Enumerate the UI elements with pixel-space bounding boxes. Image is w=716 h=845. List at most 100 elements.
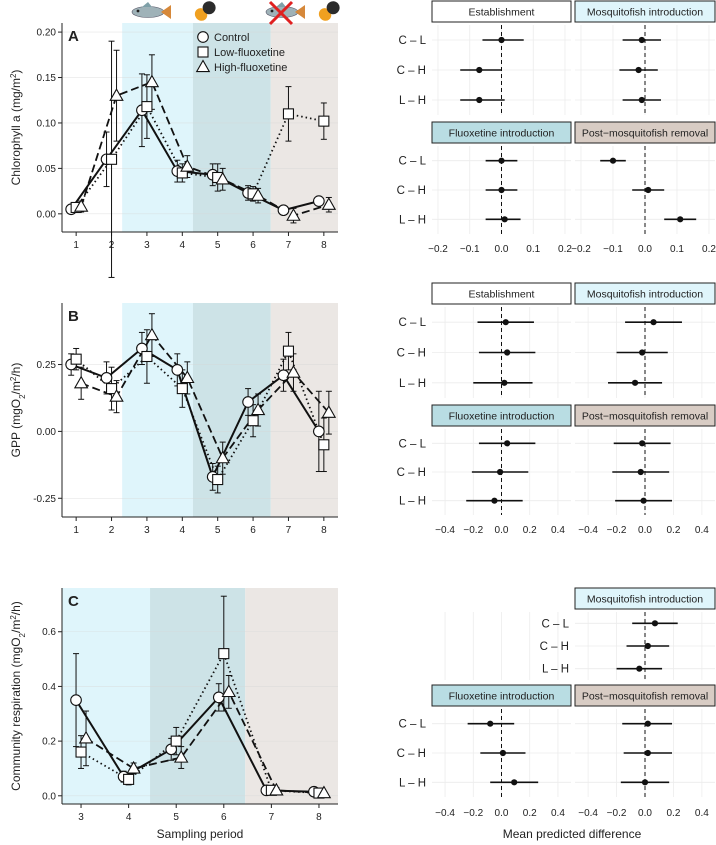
x-tick-label: 8 (321, 240, 327, 251)
comparison-label: L – H (399, 378, 426, 390)
facet-cell: Mosquitofish introduction (574, 0, 716, 115)
comparison-label: C – H (397, 185, 426, 197)
mean-difference-point (498, 186, 505, 194)
comparison-label: L – H (399, 496, 426, 508)
facet-cell: Post−mosquitofish removal −0.4 −0.2 0.0 0.2 0… (574, 404, 716, 536)
data-point-low-fluoxetine (105, 383, 118, 395)
data-point-high-fluoxetine (126, 760, 141, 774)
mean-difference-point (476, 96, 483, 104)
x-tick-label: 7 (269, 812, 275, 823)
y-axis-title-part: 2 (9, 73, 18, 78)
y-tick-label: 0.2 (42, 737, 56, 748)
x-tick-label: 8 (321, 525, 327, 536)
comparison-label: C – H (397, 467, 426, 479)
capsule-icon (194, 1, 216, 21)
x-tick-label: −0.4 (435, 525, 455, 536)
comparison-label: C – L (399, 438, 427, 450)
facet-cell: Establishment C – L C – H L – H (397, 0, 572, 115)
data-point-control (277, 204, 290, 217)
panel-letter: B (68, 308, 79, 325)
capsule-half (326, 1, 340, 15)
mean-difference-point (644, 749, 651, 757)
data-point-high-fluoxetine (144, 74, 160, 88)
panel-A: 0.00 0.05 0.10 0.15 0.20 1 2 3 4 5 6 7 8 Chlorophyll … (9, 23, 338, 278)
y-tick-label: 0.0 (42, 791, 56, 802)
x-tick-label: −0.4 (578, 808, 598, 819)
facet-strip (431, 121, 572, 144)
x-tick-label: 0.4 (551, 808, 565, 819)
data-point-low-fluoxetine (170, 735, 182, 747)
facet-strip (574, 684, 716, 707)
y-axis-title-part: ) (9, 70, 23, 74)
facet-title: Fluoxetine introduction (449, 411, 555, 423)
x-tick-label: −0.2 (571, 244, 591, 255)
y-tick-label: 0.00 (37, 427, 57, 438)
y-tick-label: -0.25 (33, 494, 56, 505)
mean-difference-point (638, 36, 645, 44)
comparison-label: L – H (399, 777, 426, 789)
x-tick-label: 0.1 (526, 244, 540, 255)
mean-difference-point (498, 36, 505, 44)
data-point-low-fluoxetine (318, 439, 330, 451)
mean-difference-point (640, 497, 647, 504)
y-tick-label: 0.10 (37, 118, 57, 129)
x-tick-label: 3 (144, 240, 150, 251)
x-tick-label: −0.1 (460, 244, 480, 255)
legend-label: Control (214, 32, 249, 44)
y-axis-title-part: /h) (9, 601, 23, 615)
mean-difference-point (501, 379, 508, 386)
y-axis-title-part: 2 (18, 394, 27, 399)
y-axis-title-part: Chlorophyll a (mg/m (9, 78, 23, 185)
data-point-high-fluoxetine (269, 782, 284, 796)
mean-difference-point (677, 216, 684, 223)
y-axis-title: GPP (mgO2/m2/h) (9, 363, 27, 458)
data-point-high-fluoxetine (144, 327, 160, 341)
facet-title: Establishment (469, 7, 535, 19)
fish-fin (276, 2, 286, 7)
data-point-low-fluoxetine (318, 115, 330, 127)
facet-title: Fluoxetine introduction (449, 128, 555, 140)
facet-strip (431, 282, 572, 305)
comparison-label: C – L (399, 35, 427, 47)
phase-band-mosquitofish (122, 23, 193, 232)
data-point-high-fluoxetine (78, 730, 94, 744)
legend-label: High-fluoxetine (214, 62, 287, 74)
fish-tail (161, 5, 171, 19)
data-point-low-fluoxetine (176, 383, 188, 395)
mean-difference-point (638, 96, 645, 104)
x-tick-label: 0.2 (523, 808, 537, 819)
x-tick-label: −0.2 (607, 525, 627, 536)
x-tick-label: 6 (221, 812, 227, 823)
comparison-label: L – H (399, 95, 426, 107)
mean-difference-point (501, 216, 508, 223)
mean-difference-point (476, 66, 483, 74)
facet-cell: Fluoxetine introduction C – L C – H L – H −0… (397, 404, 572, 536)
mean-difference-point (498, 157, 505, 164)
comparison-label: L – H (542, 664, 569, 676)
x-tick-label: 0.2 (666, 525, 680, 536)
data-point-high-fluoxetine (250, 188, 266, 201)
x-tick-label: 0.0 (495, 808, 509, 819)
x-tick-label: 0.2 (702, 244, 716, 255)
mean-difference-point (644, 642, 651, 650)
comparison-label: C – H (540, 641, 569, 653)
facet-title: Post−mosquitofish removal (582, 128, 708, 140)
x-tick-label: 0.4 (695, 525, 709, 536)
x-tick-label: −0.2 (607, 808, 627, 819)
x-tick-label: 8 (316, 812, 322, 823)
facet-title: Post−mosquitofish removal (582, 411, 708, 423)
facet-strip (431, 684, 572, 707)
data-point-control (70, 694, 82, 706)
x-tick-label: −0.2 (463, 525, 483, 536)
y-axis-title: Community respiration (mgO2/m2/h) (9, 601, 27, 791)
data-point-low-fluoxetine (123, 773, 135, 785)
data-point-low-fluoxetine (70, 353, 82, 365)
comparison-label: C – H (397, 748, 426, 760)
x-tick-label: 1 (73, 525, 79, 536)
x-tick-label: 6 (250, 240, 256, 251)
data-point-low-fluoxetine (141, 101, 153, 113)
data-point-control (212, 691, 225, 704)
data-point-high-fluoxetine (250, 402, 266, 416)
series-line-low-fluoxetine (75, 348, 325, 482)
data-point-high-fluoxetine (173, 749, 189, 763)
